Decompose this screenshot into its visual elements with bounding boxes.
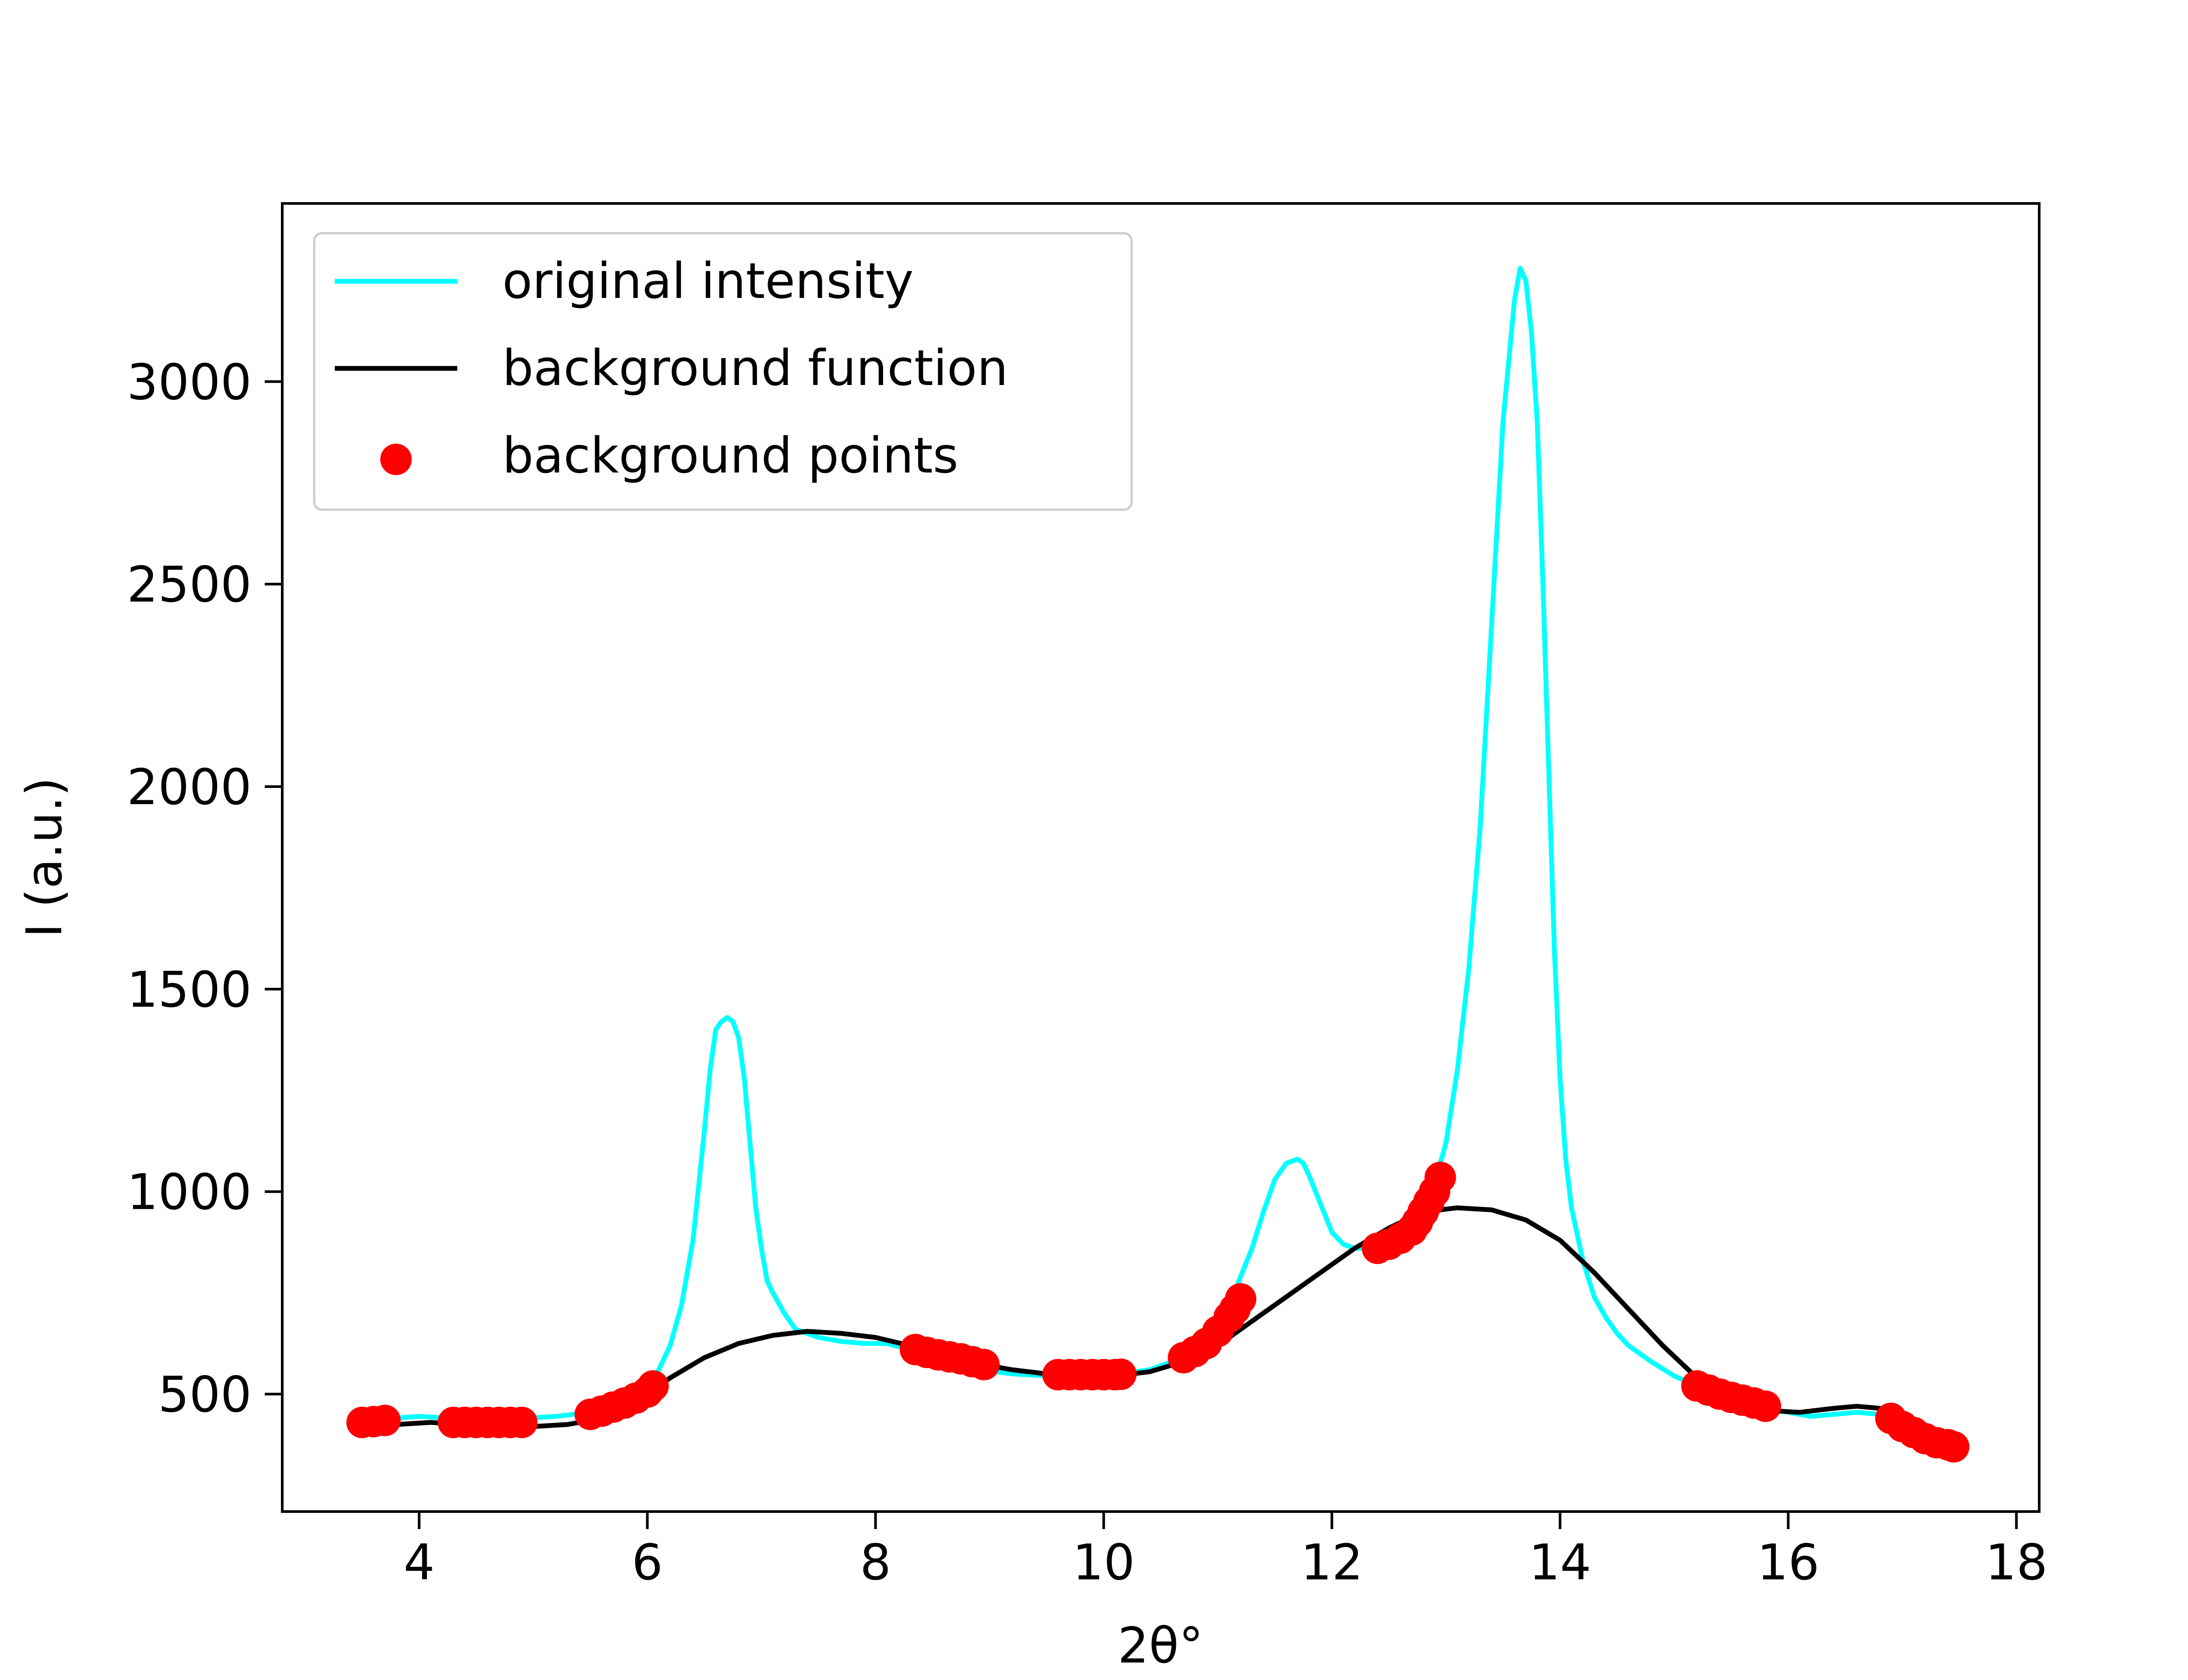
y-tick-label: 1000 xyxy=(127,1164,252,1221)
y-tick-label: 500 xyxy=(158,1367,252,1424)
legend: original intensity background function b… xyxy=(313,232,1133,511)
x-tick-label: 12 xyxy=(1301,1534,1363,1591)
background-point xyxy=(637,1370,669,1402)
background-point xyxy=(506,1407,538,1438)
y-tick-label: 2000 xyxy=(127,759,252,816)
y-tick-label: 2500 xyxy=(127,556,252,613)
x-tick-label: 18 xyxy=(1985,1534,2048,1591)
legend-label-background-points: background points xyxy=(502,427,958,484)
y-tick-label: 1500 xyxy=(127,962,252,1018)
background-point xyxy=(369,1404,401,1436)
x-axis-label: 2θ° xyxy=(1118,1617,1203,1674)
x-tick-label: 4 xyxy=(403,1534,435,1591)
original-intensity-line xyxy=(360,266,1956,1449)
background-point xyxy=(1424,1162,1456,1194)
background-point xyxy=(968,1349,1000,1380)
background-point xyxy=(1938,1431,1970,1463)
x-tick-label: 10 xyxy=(1073,1534,1135,1591)
legend-swatch-background-points xyxy=(380,444,412,475)
legend-box xyxy=(313,232,1133,511)
y-tick-label: 3000 xyxy=(127,354,252,411)
series-layer xyxy=(346,266,1970,1463)
legend-label-original-intensity: original intensity xyxy=(502,253,914,310)
y-axis-ticks: 500 1000 1500 2000 2500 3000 xyxy=(127,354,282,1424)
x-tick-label: 8 xyxy=(860,1534,891,1591)
y-axis-label: I (a.u.) xyxy=(16,777,73,938)
background-point xyxy=(1225,1283,1256,1315)
background-point xyxy=(1105,1358,1137,1390)
x-axis-ticks: 4 6 8 10 12 14 16 18 xyxy=(403,1512,2048,1591)
x-tick-label: 14 xyxy=(1529,1534,1592,1591)
plot-area xyxy=(281,202,2041,1513)
x-tick-label: 16 xyxy=(1757,1534,1820,1591)
background-point xyxy=(1750,1390,1781,1422)
legend-label-background-function: background function xyxy=(502,340,1008,397)
axes-frame xyxy=(281,202,2041,1513)
x-tick-label: 6 xyxy=(632,1534,663,1591)
